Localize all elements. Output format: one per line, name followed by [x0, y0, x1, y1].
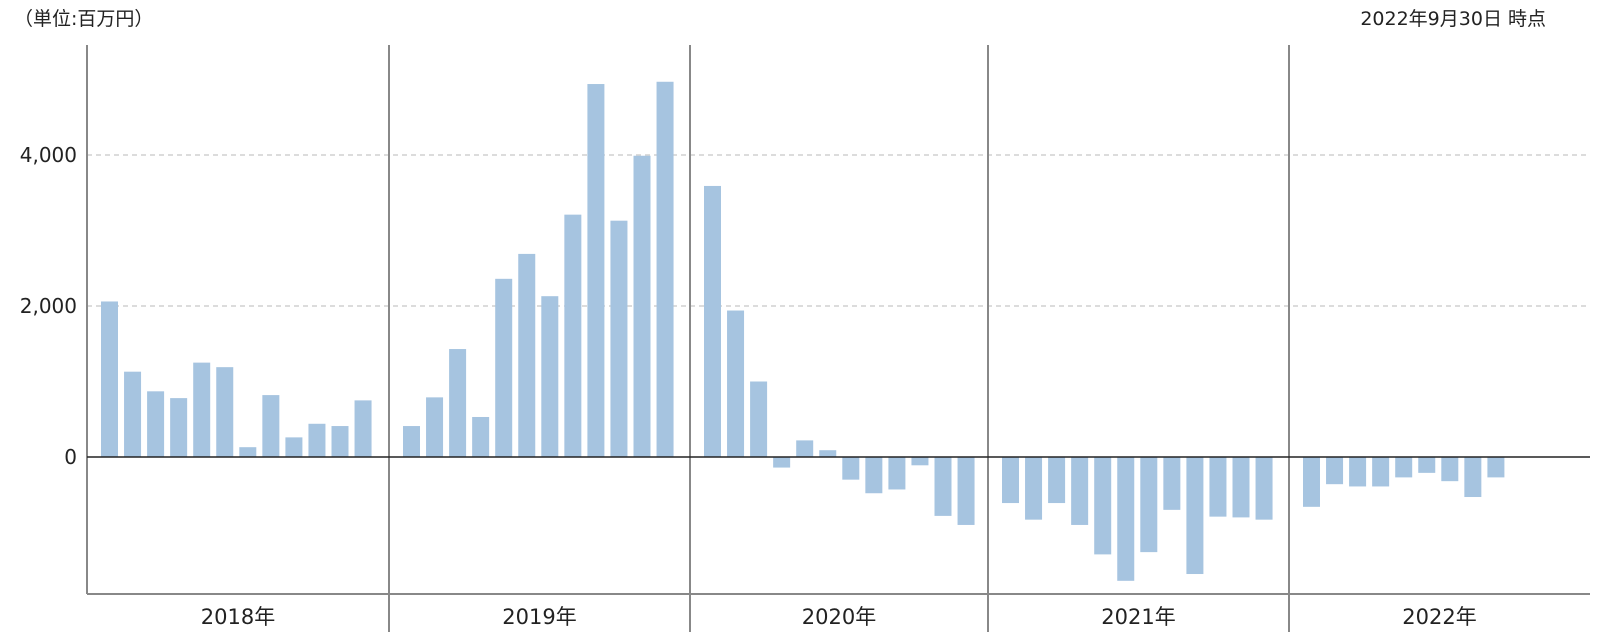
bar [610, 220, 628, 457]
bar [1025, 457, 1043, 520]
bar [865, 457, 883, 494]
bar [1255, 457, 1273, 520]
bar [1372, 457, 1390, 487]
bar [888, 457, 906, 490]
unit-label: （単位:百万円） [14, 8, 154, 30]
y-tick-label: 0 [64, 445, 77, 469]
bar [403, 426, 420, 457]
bar [633, 155, 651, 457]
bar [1464, 457, 1482, 498]
bar [426, 397, 444, 457]
bar [750, 381, 768, 457]
bar [842, 457, 860, 480]
x-year-label: 2022年 [1402, 605, 1476, 629]
y-tick-label: 2,000 [20, 294, 77, 318]
bar [819, 450, 837, 457]
bar [957, 457, 975, 525]
bar [495, 278, 513, 457]
bar [1094, 457, 1112, 555]
bar [101, 301, 118, 457]
bar [472, 416, 490, 457]
bar [656, 81, 674, 457]
bar [308, 423, 326, 457]
bar [1186, 457, 1204, 575]
bar [449, 349, 467, 457]
bar [1418, 457, 1436, 473]
x-year-label: 2021年 [1101, 605, 1175, 629]
bar [911, 457, 929, 466]
bar [216, 367, 234, 457]
bar [564, 214, 582, 457]
bar [1209, 457, 1227, 517]
bar [1048, 457, 1066, 504]
bar [704, 185, 721, 457]
bar [262, 395, 280, 457]
x-year-label: 2019年 [502, 605, 576, 629]
x-year-label: 2018年 [201, 605, 275, 629]
bar [170, 398, 188, 457]
bar [193, 362, 211, 457]
bar [1395, 457, 1413, 478]
bar [727, 310, 745, 457]
y-tick-label: 4,000 [20, 143, 77, 167]
bar [934, 457, 952, 516]
bar [1163, 457, 1181, 510]
bar [1071, 457, 1089, 525]
bar [1002, 457, 1019, 504]
bar [1326, 457, 1344, 485]
bar [1140, 457, 1158, 553]
bar [518, 253, 536, 457]
as-of-date: 2022年9月30日 時点 [1360, 8, 1546, 30]
bar [124, 371, 142, 457]
bar [1232, 457, 1250, 518]
bar [587, 84, 605, 457]
bar [1441, 457, 1459, 482]
bar [1303, 457, 1320, 507]
x-year-label: 2020年 [802, 605, 876, 629]
bar [354, 400, 372, 457]
bar [147, 391, 165, 457]
bar [1487, 457, 1505, 478]
bar [541, 296, 559, 457]
bar [331, 426, 349, 457]
bar [1349, 457, 1367, 487]
bar [796, 440, 814, 457]
bar [1117, 457, 1135, 581]
bar [239, 447, 257, 457]
bar [773, 457, 791, 468]
bar [285, 437, 303, 457]
